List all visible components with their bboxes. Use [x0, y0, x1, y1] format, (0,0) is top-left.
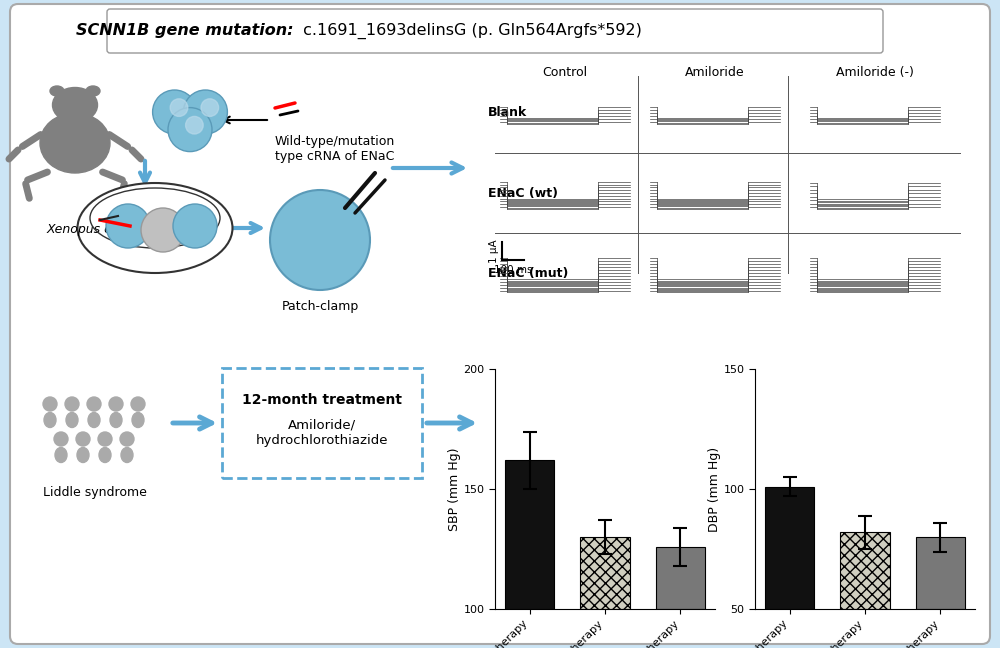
Text: 100 ms: 100 ms: [494, 265, 532, 275]
Ellipse shape: [77, 448, 89, 463]
Text: 1 μA: 1 μA: [489, 239, 499, 263]
Y-axis label: DBP (mm Hg): DBP (mm Hg): [708, 446, 721, 532]
Ellipse shape: [55, 448, 67, 463]
Ellipse shape: [66, 413, 78, 428]
Circle shape: [106, 204, 150, 248]
Circle shape: [183, 90, 227, 134]
Bar: [656, 547, 705, 609]
Text: Amiloride/
hydrochlorothiazide: Amiloride/ hydrochlorothiazide: [256, 419, 388, 447]
Bar: [580, 537, 630, 609]
Circle shape: [270, 190, 370, 290]
Circle shape: [98, 432, 112, 446]
Text: Xenopus oocytes: Xenopus oocytes: [47, 223, 153, 236]
Circle shape: [120, 432, 134, 446]
Circle shape: [109, 397, 123, 411]
Text: Amiloride: Amiloride: [685, 66, 745, 79]
Text: c.1691_1693delinsG (p. Gln564Argfs*592): c.1691_1693delinsG (p. Gln564Argfs*592): [298, 23, 642, 39]
Text: ENaC (mut): ENaC (mut): [488, 266, 568, 279]
Bar: [505, 461, 554, 609]
Ellipse shape: [78, 183, 232, 273]
Ellipse shape: [44, 413, 56, 428]
FancyBboxPatch shape: [107, 9, 883, 53]
FancyBboxPatch shape: [10, 4, 990, 644]
Ellipse shape: [110, 413, 122, 428]
Text: ENaC (wt): ENaC (wt): [488, 187, 558, 200]
Ellipse shape: [99, 448, 111, 463]
Text: 12-month treatment: 12-month treatment: [242, 393, 402, 407]
Ellipse shape: [40, 113, 110, 173]
Ellipse shape: [86, 86, 100, 96]
Circle shape: [170, 98, 188, 117]
Bar: [480, 58, 970, 288]
Text: Amiloride (-): Amiloride (-): [836, 66, 914, 79]
Text: Control: Control: [542, 66, 588, 79]
Text: Liddle syndrome: Liddle syndrome: [43, 486, 147, 499]
Circle shape: [186, 117, 203, 134]
Circle shape: [65, 397, 79, 411]
Circle shape: [54, 432, 68, 446]
Ellipse shape: [52, 87, 98, 122]
Circle shape: [43, 397, 57, 411]
Circle shape: [153, 90, 197, 134]
Text: Patch-clamp: Patch-clamp: [281, 300, 359, 313]
Text: Wild-type/mutation
type cRNA of ENaC: Wild-type/mutation type cRNA of ENaC: [275, 135, 395, 163]
Y-axis label: SBP (mm Hg): SBP (mm Hg): [448, 448, 461, 531]
Circle shape: [76, 432, 90, 446]
Text: SCNN1B gene mutation:: SCNN1B gene mutation:: [76, 23, 294, 38]
Ellipse shape: [121, 448, 133, 463]
Circle shape: [173, 204, 217, 248]
Ellipse shape: [50, 86, 64, 96]
Circle shape: [131, 397, 145, 411]
Bar: [916, 537, 965, 609]
FancyBboxPatch shape: [222, 368, 422, 478]
Text: Blank: Blank: [488, 106, 527, 119]
Circle shape: [201, 98, 219, 117]
Ellipse shape: [88, 413, 100, 428]
Circle shape: [168, 108, 212, 152]
Bar: [840, 533, 890, 609]
Circle shape: [141, 208, 185, 252]
Circle shape: [87, 397, 101, 411]
Bar: [765, 487, 814, 609]
Ellipse shape: [132, 413, 144, 428]
